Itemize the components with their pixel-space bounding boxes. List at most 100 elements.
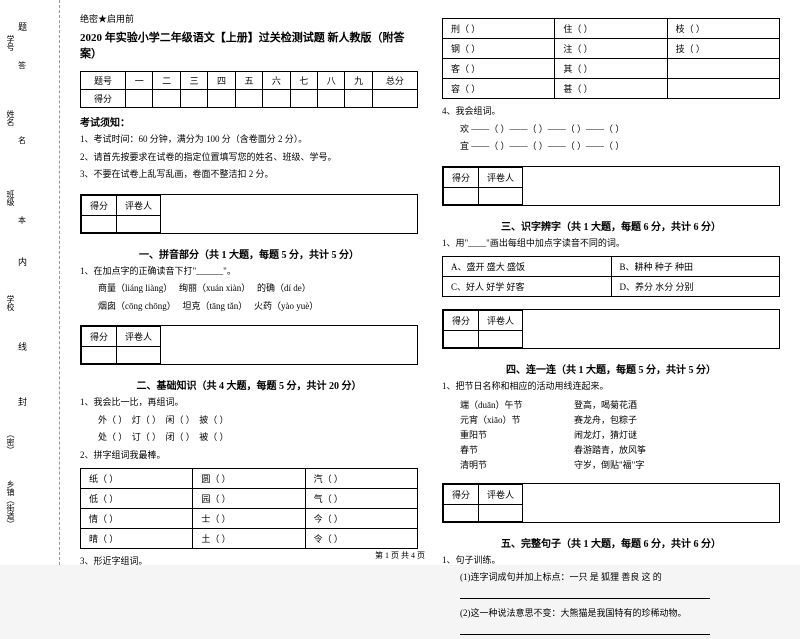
cell: 容（ ）	[443, 79, 555, 99]
match-right: 赛龙舟，包粽子	[574, 413, 637, 426]
margin-lbl: 线	[18, 340, 27, 353]
match-left: 端（duān）午节	[460, 398, 570, 411]
cell: C、好人 好学 好客	[443, 277, 612, 297]
page-footer: 第 1 页 共 4 页	[0, 550, 800, 561]
score-label: 得分	[444, 167, 479, 187]
margin-dot: 答	[18, 60, 26, 71]
margin-lbl: 乡镇（街道）	[5, 480, 16, 528]
cell: 八	[318, 72, 345, 90]
pinyin-item: 烟囱（cōng chōng）	[98, 301, 176, 311]
answer-blank	[460, 589, 710, 599]
cell: 晴（ ）	[81, 529, 193, 549]
cell: 九	[345, 72, 372, 90]
table-row: 得分	[81, 90, 418, 108]
hanzi-grid: 纸（ ）圆（ ）汽（ ） 低（ ）园（ ）气（ ） 情（ ）士（ ）今（ ） 晴…	[80, 468, 418, 549]
match-left: 春节	[460, 443, 570, 456]
cell: 圆（ ）	[193, 469, 305, 489]
score-box: 得分 评卷人	[80, 194, 418, 234]
pinyin-item: 的确（dí de）	[257, 283, 311, 293]
pair: 披（ ）	[199, 415, 228, 425]
pinyin-item: 商量（liáng liàng）	[98, 283, 172, 293]
score-box: 得分 评卷人	[442, 483, 780, 523]
score-box: 得分 评卷人	[442, 309, 780, 349]
score-box: 得分 评卷人	[442, 166, 780, 206]
pair: 被（ ）	[199, 432, 228, 442]
grader-label: 评卷人	[117, 195, 161, 215]
pair-row: 外（ ） 灯（ ） 闲（ ） 披（ ）	[80, 414, 418, 428]
margin-lbl: 封	[18, 395, 27, 408]
section-2-title: 二、基础知识（共 4 大题，每题 5 分，共计 20 分）	[80, 377, 418, 392]
zuci-line: 宜 ——（ ）——（ ）——（ ）——（ ）	[442, 140, 780, 154]
cell: 四	[208, 72, 235, 90]
section-1-title: 一、拼音部分（共 1 大题，每题 5 分，共计 5 分）	[80, 246, 418, 261]
cell: 总分	[372, 72, 417, 90]
cell: 土（ ）	[193, 529, 305, 549]
right-column: 刑（ ）住（ ）枝（ ） 钢（ ）注（ ）技（ ） 客（ ）其（ ） 容（ ）甚…	[430, 12, 792, 553]
question-1-1: 1、在加点字的正确读音下打"______"。	[80, 265, 418, 279]
score-label: 得分	[444, 484, 479, 504]
instruction-item: 3、不要在试卷上乱写乱画，卷面不整洁扣 2 分。	[80, 168, 418, 182]
cell: 令（ ）	[305, 529, 417, 549]
section-5-head: 得分 评卷人	[442, 477, 780, 529]
question-2-2: 2、拼字组词我最棒。	[80, 449, 418, 463]
grader-label: 评卷人	[479, 484, 523, 504]
cell: 得分	[81, 90, 126, 108]
cell: 今（ ）	[305, 509, 417, 529]
match-right: 春游踏青，放风筝	[574, 443, 646, 456]
score-label: 得分	[82, 327, 117, 347]
cell: 气（ ）	[305, 489, 417, 509]
exam-page: 题 学号 答 姓名 名 班级 本 内 学校 线 封 （密） 乡镇（街道） 绝密★…	[0, 0, 800, 565]
pair: 处（ ）	[98, 432, 127, 442]
exam-title: 2020 年实验小学二年级语文【上册】过关检测试题 新人教版（附答案）	[80, 29, 418, 61]
instructions-title: 考试须知：	[80, 114, 418, 129]
cell: 三	[180, 72, 207, 90]
sentence-item: (1)连字词成句并加上标点：一只 是 狐狸 善良 这 的	[442, 571, 780, 585]
cell: B、耕种 种子 种田	[611, 257, 780, 277]
cell: A、盛开 盛大 盛饭	[443, 257, 612, 277]
pinyin-item: 火药（yào yuè）	[254, 301, 318, 311]
cell: 注（ ）	[555, 39, 667, 59]
pinyin-item: 绚丽（xuán xiàn）	[179, 283, 250, 293]
left-column: 绝密★启用前 2020 年实验小学二年级语文【上册】过关检测试题 新人教版（附答…	[68, 12, 430, 553]
pair: 订（ ）	[132, 432, 161, 442]
left-margin: 题 学号 答 姓名 名 班级 本 内 学校 线 封 （密） 乡镇（街道）	[0, 0, 60, 565]
cell: 七	[290, 72, 317, 90]
section-3-title: 三、识字辨字（共 1 大题，每题 6 分，共计 6 分）	[442, 218, 780, 233]
match-right: 登高，喝菊花酒	[574, 398, 637, 411]
match-area: 端（duān）午节登高，喝菊花酒 元宵（xiāo）节赛龙舟，包粽子 重阳节闹龙灯…	[442, 398, 780, 471]
content: 绝密★启用前 2020 年实验小学二年级语文【上册】过关检测试题 新人教版（附答…	[60, 0, 800, 565]
cell: 五	[235, 72, 262, 90]
match-left: 重阳节	[460, 428, 570, 441]
answer-blank	[460, 625, 710, 635]
cell: 枝（ ）	[667, 19, 779, 39]
pair: 闲（ ）	[166, 415, 195, 425]
pair: 闭（ ）	[166, 432, 195, 442]
pinyin-row: 烟囱（cōng chōng） 坦克（tāng tǎn） 火药（yào yuè）	[80, 300, 418, 314]
cell: 刑（ ）	[443, 19, 555, 39]
match-left: 清明节	[460, 458, 570, 471]
section-4-title: 四、连一连（共 1 大题，每题 5 分，共计 5 分）	[442, 361, 780, 376]
margin-lbl: 学号	[5, 35, 16, 51]
zuci-line: 欢 ——（ ）——（ ）——（ ）——（ ）	[442, 123, 780, 137]
instruction-item: 2、请首先按要求在试卷的指定位置填写您的姓名、班级、学号。	[80, 151, 418, 165]
question-2-1: 1、我会比一比，再组词。	[80, 396, 418, 410]
cell: 题号	[81, 72, 126, 90]
score-summary-table: 题号 一 二 三 四 五 六 七 八 九 总分 得分	[80, 71, 418, 108]
margin-lbl: 姓名	[5, 110, 16, 126]
pair: 外（ ）	[98, 415, 127, 425]
score-label: 得分	[444, 311, 479, 331]
cell: 低（ ）	[81, 489, 193, 509]
cell: 汽（ ）	[305, 469, 417, 489]
question-2-4: 4、我会组词。	[442, 105, 780, 119]
grader-label: 评卷人	[479, 167, 523, 187]
cell: 甚（ ）	[555, 79, 667, 99]
cell: 士（ ）	[193, 509, 305, 529]
cell: 园（ ）	[193, 489, 305, 509]
match-right: 闹龙灯，猜灯谜	[574, 428, 637, 441]
score-box: 得分 评卷人	[80, 325, 418, 365]
cell: 钢（ ）	[443, 39, 555, 59]
question-3-1: 1、用"____"画出每组中加点字读音不同的词。	[442, 237, 780, 251]
margin-lbl: 学校	[5, 295, 16, 311]
xingjin-grid: 刑（ ）住（ ）枝（ ） 钢（ ）注（ ）技（ ） 客（ ）其（ ） 容（ ）甚…	[442, 18, 780, 99]
margin-lbl: 班级	[5, 190, 16, 206]
